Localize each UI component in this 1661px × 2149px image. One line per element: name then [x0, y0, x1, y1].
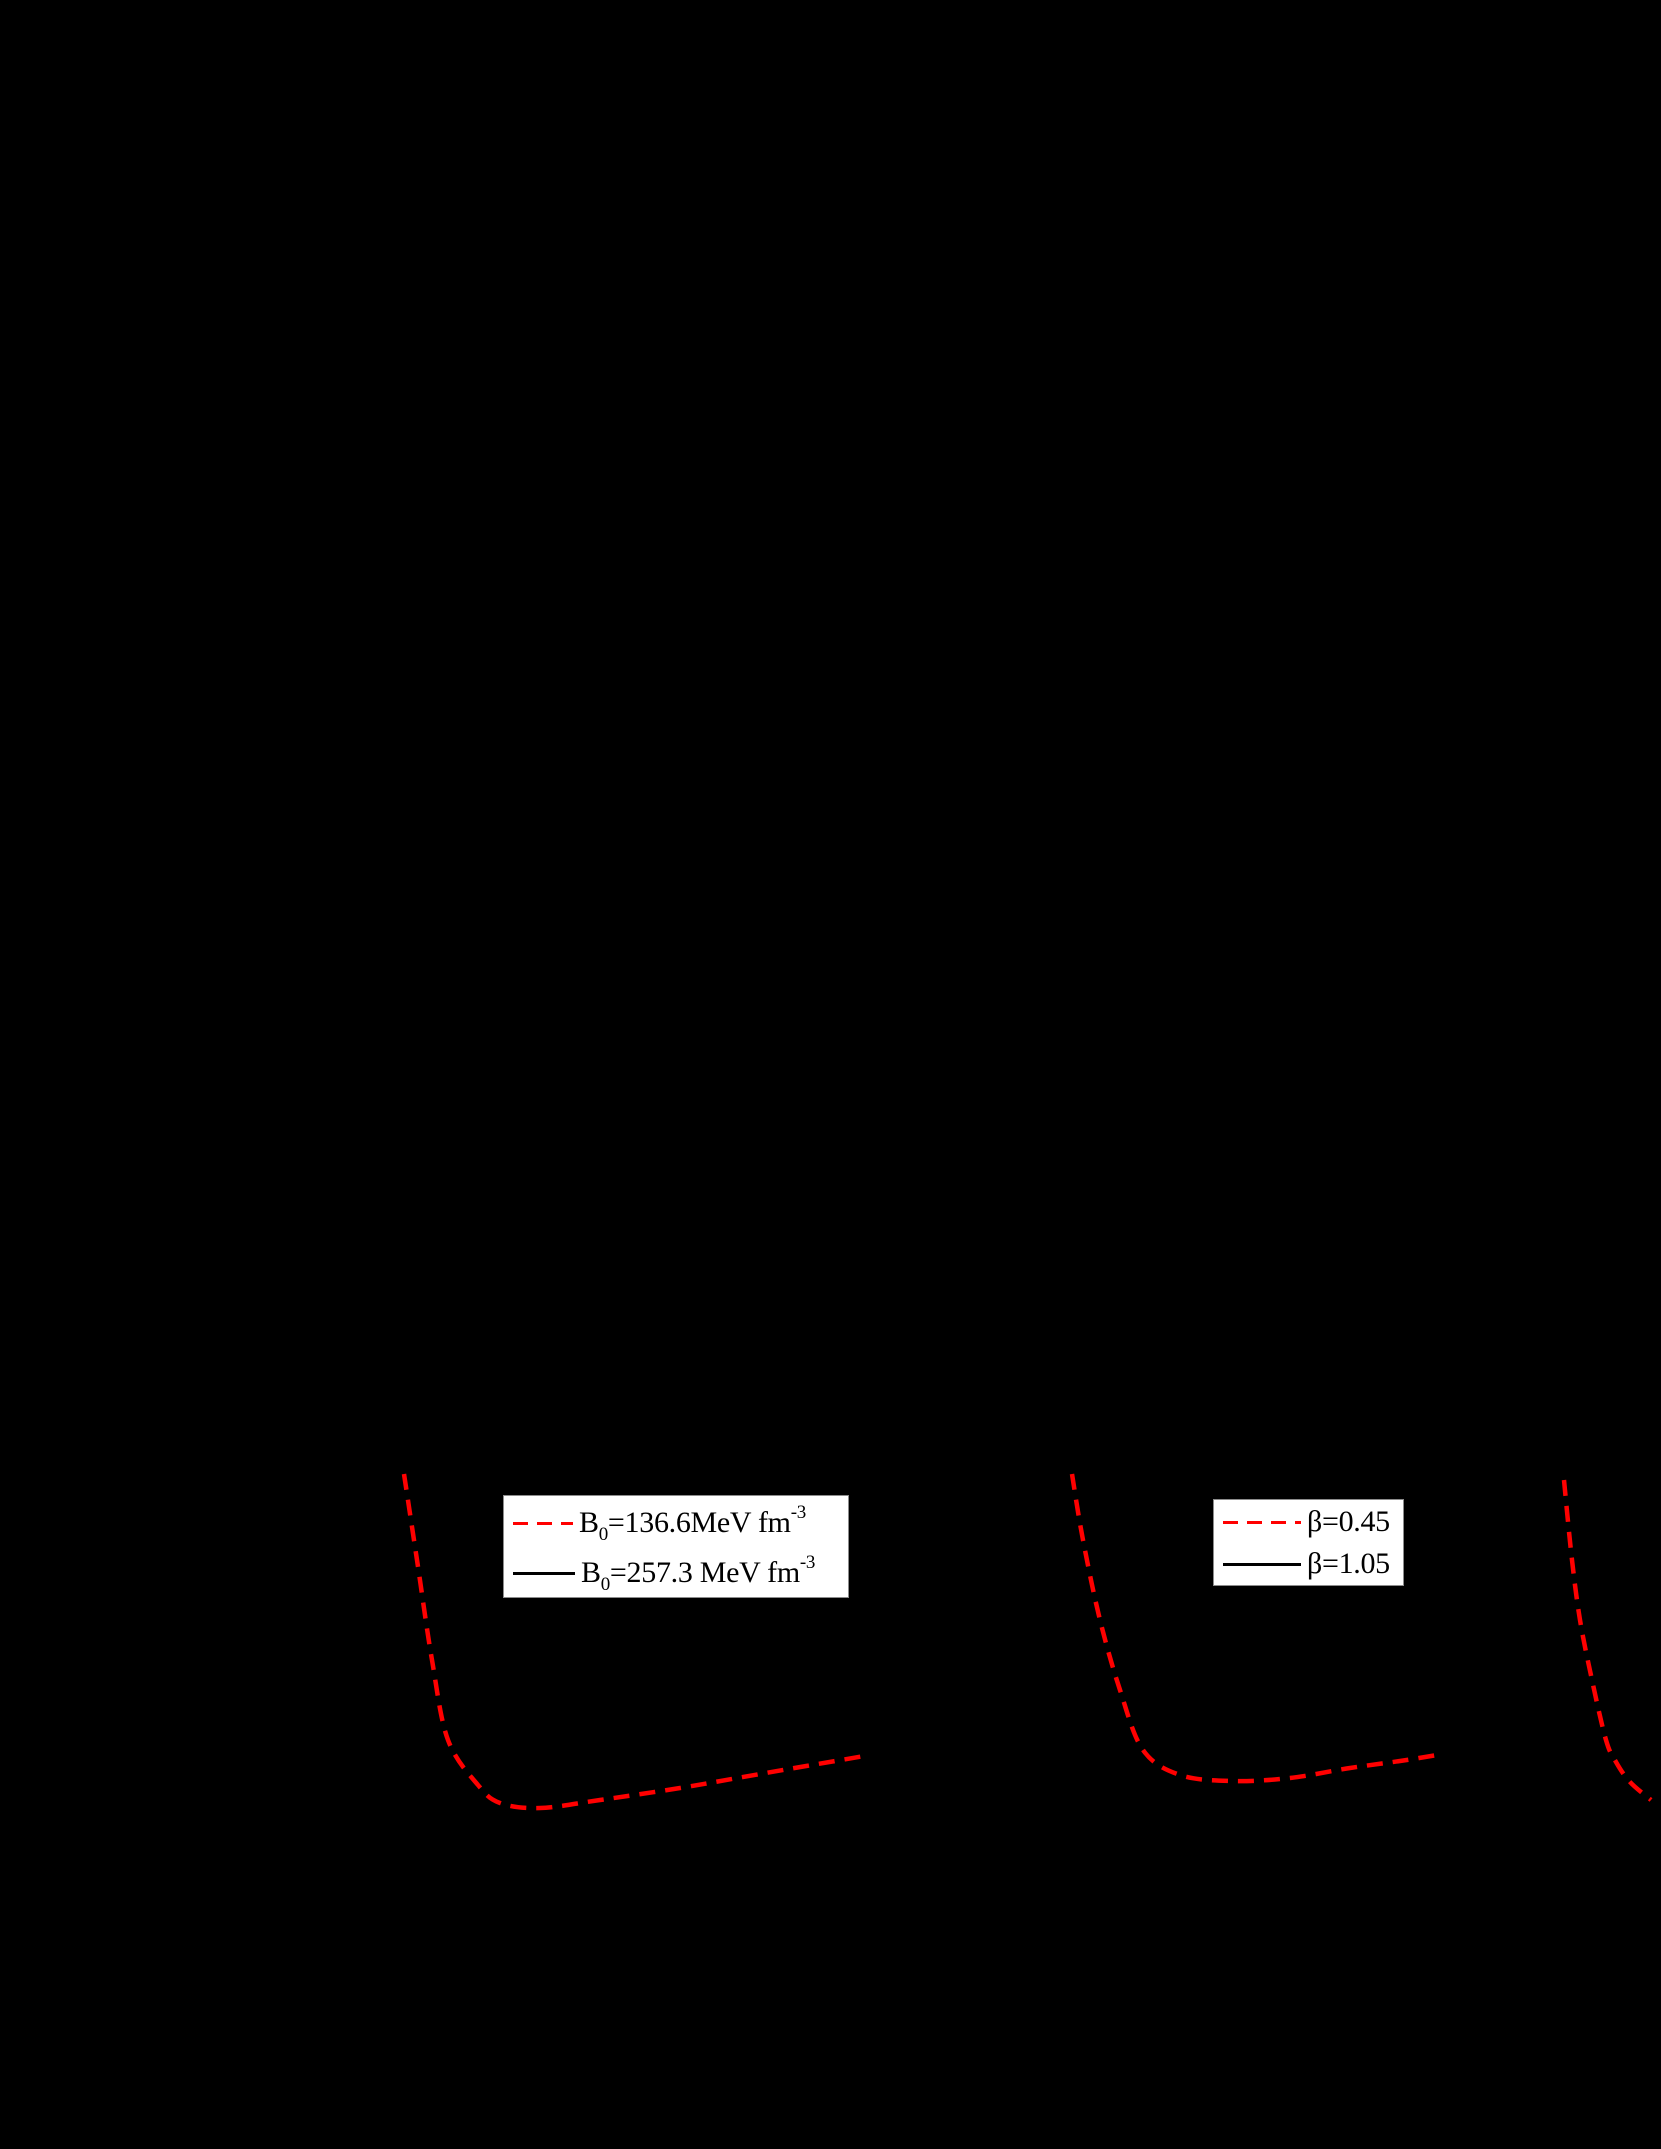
legend-label: β=0.45 — [1307, 1505, 1390, 1538]
solid-black-line-icon — [513, 1571, 575, 1575]
solid-black-line-icon — [1223, 1562, 1301, 1566]
panel-3-dashed-curve — [1561, 1479, 1653, 1802]
dashed-red-line-icon — [513, 1521, 573, 1525]
legend-entry-beta-045: β=0.45 — [1223, 1502, 1390, 1542]
legend-label: B0=257.3 MeV fm-3 — [581, 1552, 816, 1595]
panel-1-legend: B0=136.6MeV fm-3 B0=257.3 MeV fm-3 — [503, 1495, 849, 1598]
legend-label: B0=136.6MeV fm-3 — [579, 1502, 806, 1545]
dashed-red-line-icon — [1223, 1520, 1301, 1524]
panel-1-dashed-curve — [401, 1473, 871, 1811]
legend-label: β=1.05 — [1307, 1547, 1390, 1580]
legend-entry-beta-105: β=1.05 — [1223, 1544, 1390, 1584]
panel-2-legend: β=0.45 β=1.05 — [1213, 1499, 1404, 1586]
legend-entry-b0-136: B0=136.6MeV fm-3 — [513, 1502, 806, 1545]
legend-entry-b0-257: B0=257.3 MeV fm-3 — [513, 1552, 816, 1595]
panel-2-dashed-curve — [1069, 1473, 1444, 1784]
